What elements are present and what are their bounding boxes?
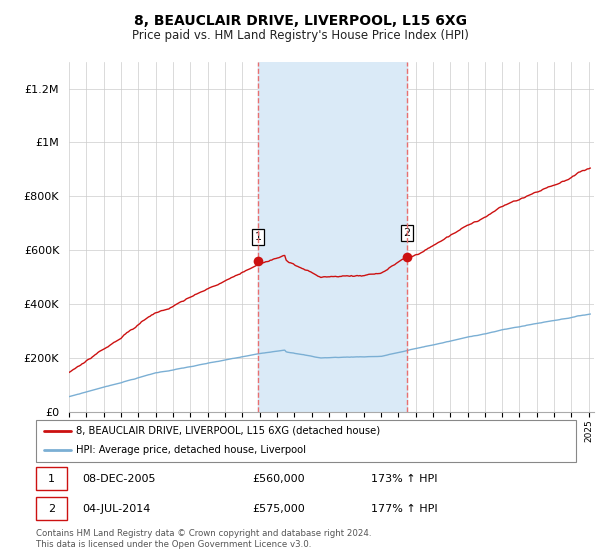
- Text: 1: 1: [255, 232, 262, 242]
- Text: £575,000: £575,000: [252, 504, 305, 514]
- Bar: [36, 497, 67, 520]
- Text: 8, BEAUCLAIR DRIVE, LIVERPOOL, L15 6XG: 8, BEAUCLAIR DRIVE, LIVERPOOL, L15 6XG: [133, 14, 467, 28]
- Text: 2: 2: [403, 228, 410, 238]
- Bar: [258, 62, 407, 412]
- Text: 2: 2: [48, 504, 55, 514]
- Text: HPI: Average price, detached house, Liverpool: HPI: Average price, detached house, Live…: [77, 445, 307, 455]
- Text: Price paid vs. HM Land Registry's House Price Index (HPI): Price paid vs. HM Land Registry's House …: [131, 29, 469, 42]
- Text: Contains HM Land Registry data © Crown copyright and database right 2024.
This d: Contains HM Land Registry data © Crown c…: [36, 529, 371, 549]
- Text: 08-DEC-2005: 08-DEC-2005: [82, 474, 155, 484]
- Text: 173% ↑ HPI: 173% ↑ HPI: [371, 474, 437, 484]
- Text: 04-JUL-2014: 04-JUL-2014: [82, 504, 150, 514]
- Text: £560,000: £560,000: [252, 474, 305, 484]
- Text: 177% ↑ HPI: 177% ↑ HPI: [371, 504, 437, 514]
- Text: 1: 1: [48, 474, 55, 484]
- Bar: [36, 467, 67, 490]
- Text: 8, BEAUCLAIR DRIVE, LIVERPOOL, L15 6XG (detached house): 8, BEAUCLAIR DRIVE, LIVERPOOL, L15 6XG (…: [77, 426, 380, 436]
